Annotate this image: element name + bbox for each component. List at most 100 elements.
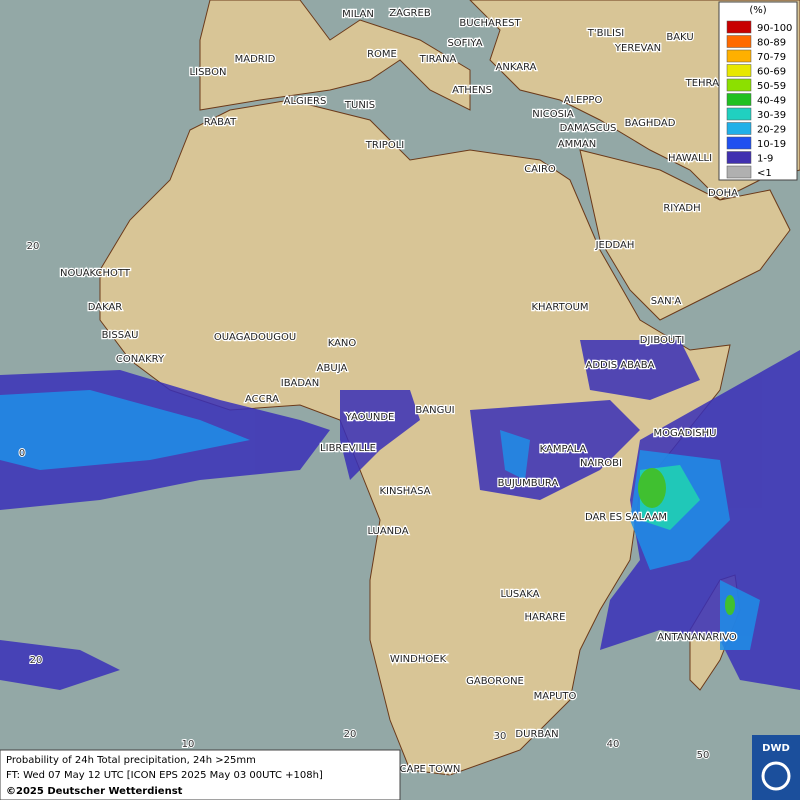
city-label: ANKARA [496, 62, 537, 73]
grid-label: 20 [27, 241, 40, 252]
legend-label: 10-19 [757, 139, 786, 150]
footer-line: Probability of 24h Total precipitation, … [6, 755, 256, 766]
city-label: ABUJA [317, 363, 348, 374]
city-label: CAIRO [524, 164, 556, 175]
grid-label: 40 [607, 739, 620, 750]
city-label: CAPE TOWN [400, 764, 461, 775]
city-label: BUCHAREST [459, 18, 521, 29]
city-label: BANGUI [415, 405, 454, 416]
city-label: LISBON [190, 67, 227, 78]
city-label: MILAN [342, 9, 374, 20]
city-label: ALGIERS [284, 96, 327, 107]
legend-swatch [726, 165, 752, 179]
legend-label: 60-69 [757, 67, 786, 78]
city-label: YEREVAN [614, 43, 661, 54]
legend-label: 40-49 [757, 96, 786, 107]
city-label: T'BILISI [587, 28, 624, 39]
grid-labels: 20 0 20 10 20 30 40 50 [18, 240, 711, 762]
city-label: DAKAR [88, 302, 123, 313]
land [99, 0, 800, 776]
city-label: TUNIS [344, 100, 375, 111]
legend-label: 50-59 [757, 81, 786, 92]
footer-line: ©2025 Deutscher Wetterdienst [6, 786, 183, 797]
city-labels: MILAN ZAGREB BUCHAREST SOFIYA ROME TIRANA ANKA… [59, 7, 740, 777]
legend-swatch [726, 122, 752, 135]
city-label: IBADAN [281, 378, 320, 389]
city-label: BUJUMBURA [498, 478, 559, 489]
city-label: KHARTOUM [531, 302, 588, 313]
city-label: SOFIYA [447, 38, 482, 49]
city-label: OUAGADOUGOU [214, 332, 296, 343]
city-label: DURBAN [515, 729, 558, 740]
city-label: WINDHOEK [390, 654, 447, 665]
legend-swatch [726, 49, 752, 63]
legend-label: 20-29 [757, 125, 786, 136]
legend-label: 90-100 [757, 23, 792, 34]
grid-label: 20 [344, 729, 357, 740]
legend: (%) 90-100 80-89 70-79 60-69 50-59 40-49 30-39… [718, 1, 798, 181]
legend-swatch [726, 93, 752, 106]
city-label: RIYADH [663, 203, 700, 214]
city-label: BAKU [666, 32, 693, 43]
legend-label: <1 [757, 168, 772, 179]
city-label: ATHENS [452, 85, 492, 96]
city-label: GABORONE [466, 676, 524, 687]
legend-label: 30-39 [757, 110, 786, 121]
city-label: ANTANANARIVO [657, 632, 737, 643]
grid-label: 10 [182, 739, 195, 750]
legend-swatch [726, 64, 752, 77]
grid-label: 0 [19, 448, 25, 459]
city-label: DJIBOUTI [640, 335, 685, 346]
legend-swatch [726, 107, 752, 121]
city-label: TIRANA [419, 54, 457, 65]
city-label: DAR ES SALAAM [585, 512, 667, 523]
legend-label: 70-79 [757, 52, 786, 63]
grid-label: 50 [697, 750, 710, 761]
city-label: ZAGREB [389, 8, 431, 19]
city-label: CONAKRY [116, 354, 165, 365]
city-label: AMMAN [558, 139, 596, 150]
legend-unit: (%) [749, 5, 766, 16]
city-label: NAIROBI [580, 458, 622, 469]
logo: DWD [762, 743, 790, 754]
legend-swatch [726, 151, 752, 164]
logo-icon [761, 761, 791, 791]
city-label: MADRID [235, 54, 276, 65]
legend-label: 80-89 [757, 38, 786, 49]
footer-box [0, 749, 401, 801]
city-label: MOGADISHU [654, 428, 717, 439]
city-label: JEDDAH [595, 240, 635, 251]
city-label: TRIPOLI [365, 140, 404, 151]
city-label: ACCRA [245, 394, 279, 405]
city-label: DOHA [708, 188, 738, 199]
city-label: TEHRAN [685, 78, 727, 89]
city-label: RABAT [204, 117, 237, 128]
grid-label: 20 [30, 655, 43, 666]
city-label: ALEPPO [564, 95, 603, 106]
city-label: DAMASCUS [560, 123, 617, 134]
city-label: BAGHDAD [625, 118, 676, 129]
city-label: LIBREVILLE [320, 443, 376, 454]
city-label: KAMPALA [540, 444, 587, 455]
footer-line: FT: Wed 07 May 12 UTC [ICON EPS 2025 May… [6, 770, 323, 781]
city-label: HARARE [524, 612, 565, 623]
city-label: LUSAKA [501, 589, 540, 600]
city-label: ADDIS ABABA [586, 360, 655, 371]
precip-40-59 [638, 468, 735, 615]
city-label: MAPUTO [534, 691, 577, 702]
legend-swatch [726, 136, 752, 150]
city-label: NICOSIA [532, 109, 574, 120]
city-label: YAOUNDE [345, 412, 395, 423]
city-label: BISSAU [102, 330, 139, 341]
city-label: ROME [367, 49, 397, 60]
city-label: KINSHASA [379, 486, 430, 497]
grid-label: 30 [494, 731, 507, 742]
city-label: HAWALLI [668, 153, 712, 164]
legend-swatch [726, 20, 752, 34]
city-label: SAN'A [651, 296, 682, 307]
legend-label: 1-9 [757, 154, 773, 165]
city-label: LUANDA [367, 526, 408, 537]
city-label: KANO [328, 338, 357, 349]
city-label: NOUAKCHOTT [60, 268, 131, 279]
